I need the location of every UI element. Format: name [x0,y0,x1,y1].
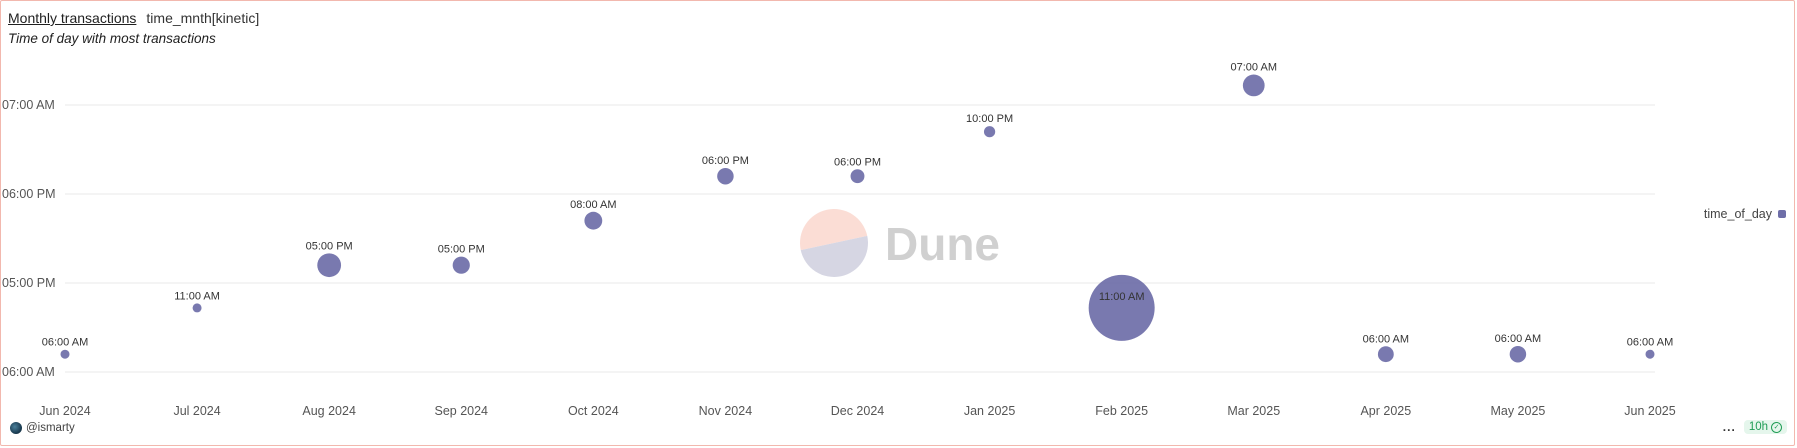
chart-header: Monthly transactions time_mnth[kinetic] [8,10,259,26]
data-label: 07:00 AM [1231,62,1277,74]
data-label: 06:00 PM [702,155,749,167]
x-tick-label: May 2025 [1490,404,1545,418]
bubble-point [317,253,342,278]
x-tick-label: Mar 2025 [1227,404,1280,418]
bubble-point [983,126,996,138]
legend[interactable]: time_of_day [1704,207,1786,221]
footer-user[interactable]: @ismarty [10,422,75,434]
x-tick-label: Apr 2025 [1360,404,1411,418]
bubble-point [192,303,202,313]
data-label: 11:00 AM [1099,291,1145,303]
more-options-button[interactable]: ... [1722,420,1736,434]
refresh-badge[interactable]: 10h ✓ [1743,420,1787,434]
watermark-logo-bottom [800,235,868,277]
y-tick-label: 06:00 AM [2,365,55,379]
y-axis: 06:00 AM 05:00 PM 06:00 PM 07:00 AM [2,98,56,379]
y-tick-label: 05:00 PM [2,276,56,290]
data-label: 05:00 PM [306,240,353,252]
data-label: 11:00 AM [174,290,220,302]
y-tick-label: 07:00 AM [2,98,55,112]
data-label: 05:00 PM [438,244,485,256]
x-tick-label: Nov 2024 [699,404,753,418]
x-tick-label: Oct 2024 [568,404,619,418]
avatar [10,422,22,434]
chart-subtitle: Time of day with most transactions [8,31,216,46]
data-label: 06:00 PM [834,156,881,168]
data-label: 06:00 AM [42,337,88,349]
bubble-point [452,256,470,274]
x-tick-label: Jul 2024 [173,404,220,418]
watermark-logo-top [800,209,868,251]
bubble-point [1088,274,1155,341]
y-tick-label: 06:00 PM [2,187,56,201]
username: @ismarty [26,422,75,434]
data-label: 06:00 AM [1495,333,1541,345]
query-name: time_mnth[kinetic] [146,10,260,26]
bubble-point [1509,345,1527,363]
bubble-point [1242,74,1265,97]
legend-label: time_of_day [1703,207,1772,221]
legend-swatch [1778,210,1786,218]
bubble-point [1377,346,1394,363]
x-tick-label: Dec 2024 [831,404,885,418]
bubble-point [850,169,865,184]
dune-watermark: Dune [800,209,1000,277]
watermark-text: Dune [885,218,1000,270]
check-circle-icon: ✓ [1771,421,1782,433]
data-label: 06:00 AM [1627,337,1673,349]
x-tick-label: Jun 2025 [1624,404,1675,418]
x-axis: Jun 2024 Jul 2024 Aug 2024 Sep 2024 Oct 2024… [39,404,1675,418]
x-tick-label: Sep 2024 [434,404,488,418]
gridlines [65,104,1655,373]
data-label: 08:00 AM [570,199,616,211]
footer-actions: ... 10h ✓ [1723,420,1787,434]
x-tick-label: Feb 2025 [1095,404,1148,418]
bubble-point [717,167,734,185]
bubble-point [1645,349,1655,359]
data-label: 06:00 AM [1363,333,1409,345]
bubbles [60,74,1655,363]
x-tick-label: Jan 2025 [964,404,1015,418]
bubble-point [60,349,70,359]
x-tick-label: Jun 2024 [39,404,90,418]
refresh-age: 10h [1748,421,1768,433]
data-labels: 06:00 AM 11:00 AM 05:00 PM 05:00 PM 08:00 AM… [42,62,1673,349]
data-label: 10:00 PM [966,113,1013,125]
x-tick-label: Aug 2024 [302,404,356,418]
chart-title-link[interactable]: Monthly transactions [8,10,137,26]
bubble-point [584,211,603,230]
